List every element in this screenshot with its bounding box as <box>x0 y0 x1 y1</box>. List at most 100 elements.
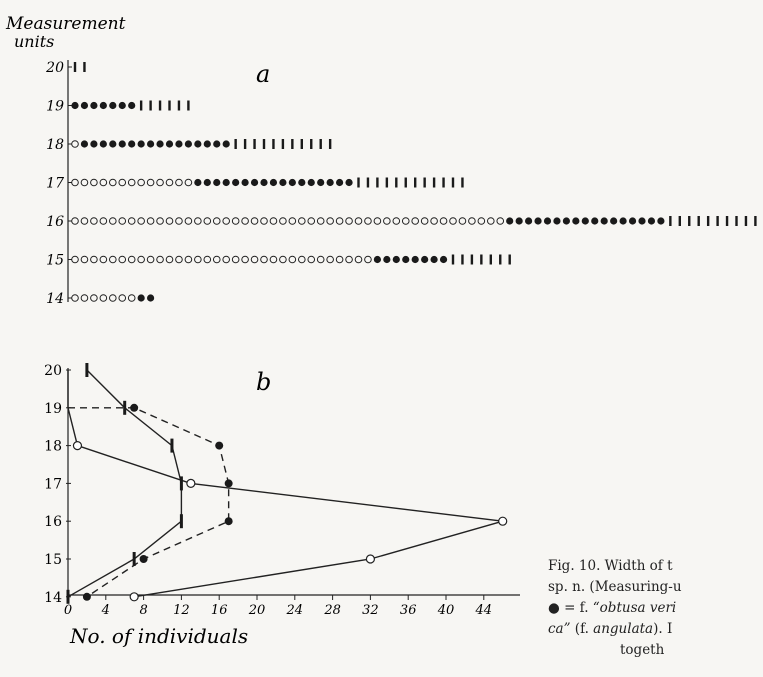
open-circle-mark <box>184 178 193 187</box>
filled-circle-mark <box>430 255 438 264</box>
open-circle-mark <box>99 178 108 187</box>
filled-circle-mark <box>137 294 145 302</box>
bar-tally-mark <box>319 139 322 149</box>
filled-circle-mark <box>90 140 98 148</box>
open-circle-point <box>365 554 375 564</box>
bar-tally-mark <box>272 139 275 149</box>
panel-b-y-tick: 19 <box>44 401 62 417</box>
open-circle-mark <box>99 294 108 302</box>
open-circle-mark <box>71 178 79 187</box>
bar-tally-mark <box>73 62 77 72</box>
filled-circle-mark <box>317 178 325 187</box>
filled-circle-mark <box>336 178 344 187</box>
open-circle-mark <box>307 217 316 225</box>
open-circle-mark <box>316 255 325 264</box>
filled-circle-mark <box>128 101 136 110</box>
x-axis-label: No. of individuals <box>69 624 248 648</box>
open-circle-mark <box>345 217 353 225</box>
bar-tally-mark <box>735 216 738 226</box>
open-circle-mark <box>118 294 127 302</box>
open-circle-mark <box>383 217 391 225</box>
filled-circle-mark <box>156 140 164 148</box>
open-circle-mark <box>156 178 164 187</box>
open-circle-mark <box>231 255 240 264</box>
open-circle-mark <box>118 217 127 225</box>
caption-line-5: togeth <box>620 642 665 658</box>
filled-circle-mark <box>647 217 656 225</box>
open-circle-mark <box>279 255 287 264</box>
filled-circle-mark <box>298 178 306 187</box>
panel-b-x-tick: 32 <box>362 603 379 618</box>
panel-b-y-tick: 16 <box>44 514 62 530</box>
panel-b-x-tick: 40 <box>437 603 455 618</box>
open-circle-mark <box>241 217 249 225</box>
panel-b-x-tick: 20 <box>248 603 266 618</box>
bar-point <box>85 363 89 377</box>
bar-tally-mark <box>461 177 464 188</box>
filled-circle-mark <box>194 178 202 187</box>
filled-circle-mark <box>383 255 391 264</box>
open-circle-mark <box>298 217 306 225</box>
open-circle-mark <box>80 178 89 187</box>
panel-a-y-tick: 14 <box>46 291 64 307</box>
open-circle-mark <box>90 294 98 302</box>
open-circle-mark <box>194 217 202 225</box>
filled-circle-mark <box>260 178 268 187</box>
bar-tally-mark <box>697 216 700 226</box>
open-circle-mark <box>184 217 193 225</box>
bar-tally-mark <box>669 216 672 226</box>
bar-tally-mark <box>470 254 474 265</box>
filled-circle-mark <box>515 217 523 225</box>
caption-line-4: ca” (f. angulata). I <box>548 619 763 640</box>
filled-circle-mark <box>619 217 627 225</box>
open-circle-mark <box>401 217 410 225</box>
caption-line-4-italic: ca” <box>548 621 571 637</box>
filled-circle-mark <box>147 140 155 148</box>
caption-line-3-italic: “obtusa veri <box>592 600 677 616</box>
open-circle-mark <box>288 255 297 264</box>
open-circle-mark <box>165 178 174 187</box>
caption-line-3-text: = f. <box>559 600 593 616</box>
filled-circle-mark <box>572 217 580 225</box>
filled-circle-symbol: ● <box>548 600 560 616</box>
bar-point <box>179 476 183 491</box>
bar-tally-mark <box>187 100 190 111</box>
open-circle-mark <box>109 255 117 264</box>
filled-circle-mark <box>165 140 174 148</box>
open-circle-mark <box>212 255 221 264</box>
bar-point <box>132 552 136 566</box>
filled-circle-mark <box>439 255 448 264</box>
bar-tally-mark <box>300 139 303 149</box>
filled-circle-mark <box>534 217 542 225</box>
open-circle-mark <box>80 255 89 264</box>
bar-tally-mark <box>432 177 436 188</box>
bar-tally-mark <box>480 254 483 265</box>
filled-circle-mark <box>118 140 126 148</box>
bar-tally-mark <box>281 139 285 149</box>
bar-tally-mark <box>385 177 389 188</box>
open-circle-mark <box>109 294 117 302</box>
filled-circle-mark <box>392 255 400 264</box>
bar-tally-mark <box>414 177 417 188</box>
open-circle-mark <box>137 255 145 264</box>
open-circle-mark <box>260 217 268 225</box>
panel-b-x-tick: 28 <box>323 603 341 618</box>
open-circle-mark <box>487 217 495 225</box>
figure-caption: Fig. 10. Width of t sp. n. (Measuring-u … <box>548 556 763 661</box>
y-axis-label-line2: units <box>14 32 54 51</box>
open-circle-mark <box>127 178 136 187</box>
filled-circle-mark <box>118 101 126 110</box>
caption-line-4-text2: ). I <box>653 621 673 637</box>
filled-circle-point <box>215 441 224 450</box>
open-circle-mark <box>146 255 155 264</box>
open-circle-mark <box>260 255 268 264</box>
filled-circle-mark <box>525 217 533 225</box>
open-circle-mark <box>449 217 457 225</box>
open-circle-mark <box>364 255 372 264</box>
filled-circle-mark <box>657 217 665 225</box>
panel-b-y-tick: 18 <box>44 439 62 455</box>
filled-circle-mark <box>184 140 192 148</box>
filled-circle-mark <box>175 140 183 148</box>
filled-circle-mark <box>581 217 589 225</box>
open-circle-mark <box>326 217 334 225</box>
